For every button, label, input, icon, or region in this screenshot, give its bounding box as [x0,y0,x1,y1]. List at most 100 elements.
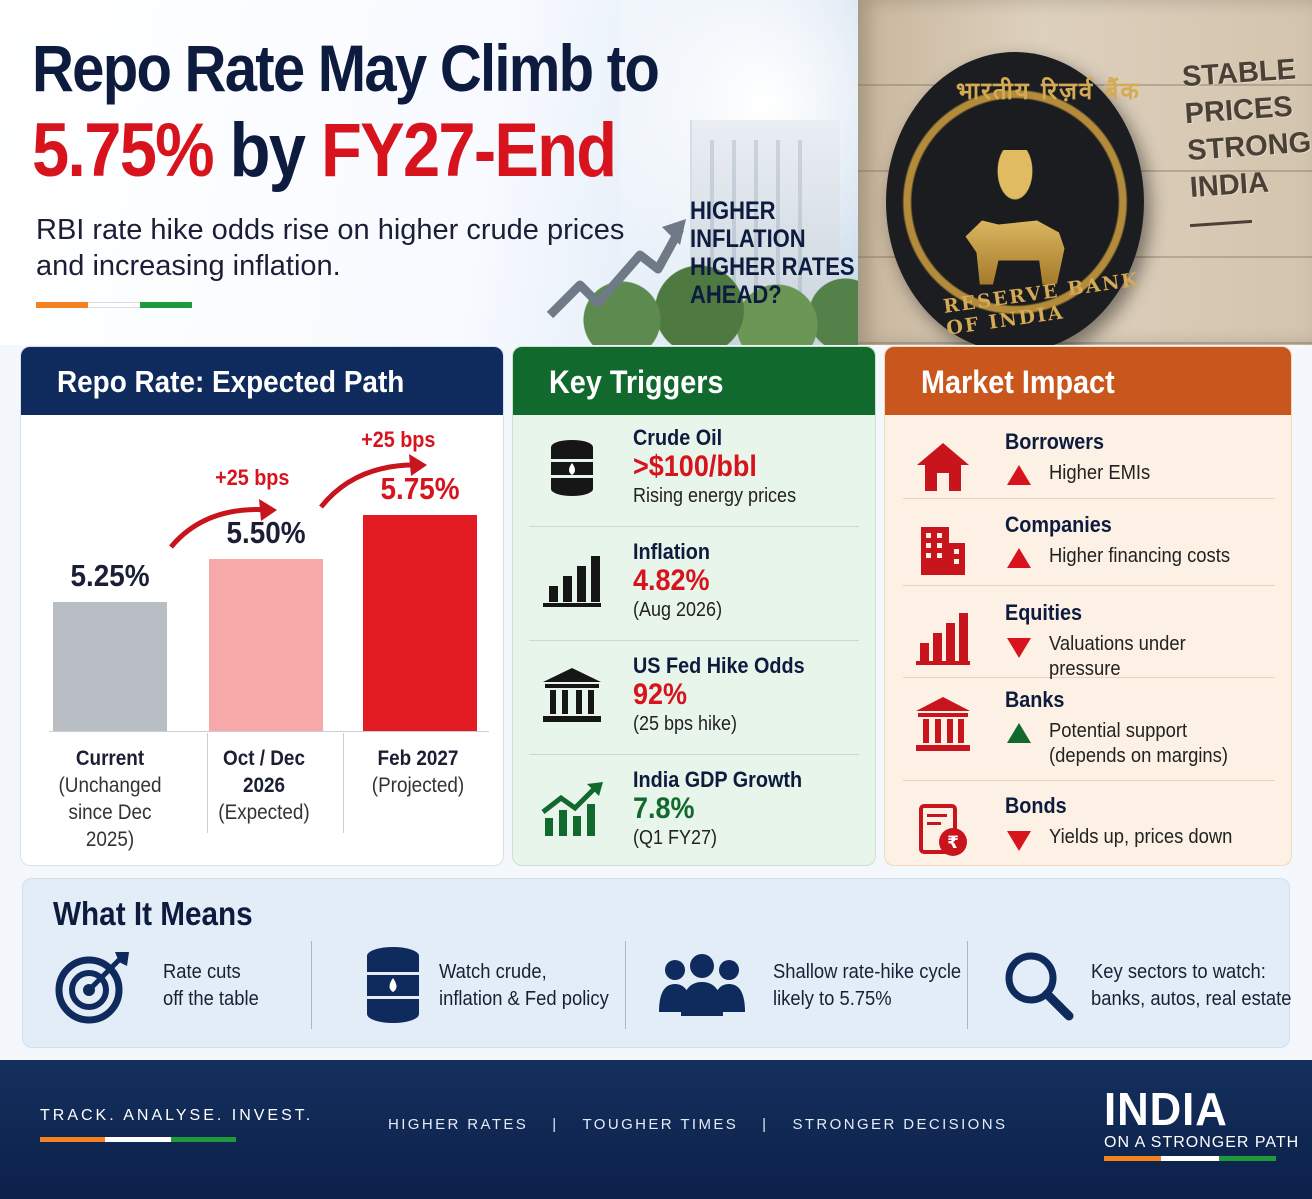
meaning-text: Shallow rate-hike cycle [773,961,962,983]
office-building-icon [913,520,973,580]
impact-name: Bonds [1005,793,1067,818]
headline-line-1: Repo Rate May Climb to [32,31,660,105]
bank-building-icon [541,665,603,727]
callout-line: HIGHER [690,197,776,225]
impact-name: Equities [1005,600,1083,625]
impact-desc: Valuations under pressure [1049,633,1186,680]
footer-slogan: TOUGHER TIMES [582,1116,739,1133]
hike-label: +25 bps [361,427,436,452]
oil-barrel-icon [541,437,603,499]
impact-item-banks: Banks Potential support (depends on marg… [903,685,1275,781]
triangle-up-icon [1007,723,1031,743]
magnifier-icon [999,941,1079,1031]
bar-chart-icon [913,608,973,668]
category-label: Oct / Dec [223,747,305,770]
category-divider [343,733,344,833]
meaning-divider [625,941,626,1029]
impact-item-equities: Equities Valuations under pressure [903,598,1275,680]
footer-separator: | [762,1116,769,1133]
meaning-item: Key sectors to watch: banks, autos, real… [999,941,1292,1031]
hike-arrow-head [259,499,277,521]
repo-panel-title: Repo Rate: Expected Path [57,364,405,399]
meaning-text: likely to 5.75% [773,988,892,1010]
trigger-value: 4.82% [633,564,710,597]
rupee-document-icon: ₹ [913,801,973,861]
trigger-name: US Fed Hike Odds [633,653,805,678]
trigger-name: Inflation [633,539,710,564]
hike-arrow-head [409,454,427,476]
footer-brand-sub: ON A STRONGER PATH [1104,1134,1300,1151]
seal-hindi-text: भारतीय रिज़र्व बैंक [956,76,1141,105]
bar-oct-dec-2026 [209,558,323,731]
footer-slogan: HIGHER RATES [388,1116,529,1133]
callout-line: HIGHER RATES [690,253,855,281]
what-it-means-title: What It Means [53,895,253,932]
impact-panel-title: Market Impact [921,364,1115,400]
meaning-divider [311,941,312,1029]
category-note: (Expected) [218,801,310,824]
impact-name: Borrowers [1005,429,1105,454]
meaning-text: off the table [163,988,259,1010]
key-triggers-panel: Key Triggers Crude Oil >$100/bbl Rising … [512,346,876,866]
hike-label: +25 bps [215,465,290,490]
triangle-up-icon [1007,465,1031,485]
impact-desc: Potential support (depends on margins) [1049,720,1228,767]
triangle-up-icon [1007,548,1031,568]
triangle-down-icon [1007,638,1031,658]
impact-name: Companies [1005,512,1112,537]
trigger-name: Crude Oil [633,425,723,450]
trigger-item-crude: Crude Oil >$100/bbl Rising energy prices [529,415,859,527]
headline-line-2: 5.75% by FY27-End [32,106,617,196]
meaning-item: Rate cuts off the table [53,941,323,1031]
callout-line: AHEAD? [690,281,782,309]
impact-item-bonds: ₹ Bonds Yields up, prices down [903,791,1275,865]
category-note: since Dec 2025) [68,801,152,851]
trigger-item-inflation: Inflation 4.82% (Aug 2026) [529,529,859,641]
trigger-value: 7.8% [633,792,695,825]
category-divider [207,733,208,833]
category-note: (Projected) [371,774,465,797]
what-it-means-section: What It Means Rate cuts off the table Wa… [22,878,1292,1048]
trend-arrow-icon [546,219,686,319]
headline-rate: 5.75% [32,108,215,193]
trigger-item-gdp: India GDP Growth 7.8% (Q1 FY27) [529,757,859,865]
hero-callout: HIGHER INFLATION HIGHER RATES AHEAD? [690,197,855,309]
headline-by: by [212,108,322,193]
meaning-text: Rate cuts [163,961,241,983]
category-feb-2027: Feb 2027 (Projected) [343,745,493,799]
footer-brand: INDIA [1104,1083,1228,1135]
house-icon [913,437,973,497]
meaning-text: Key sectors to watch: [1091,961,1266,983]
repo-path-panel: Repo Rate: Expected Path 5.25% 5.50% 5.7… [20,346,504,866]
oil-barrel-icon [353,941,433,1031]
repo-rate-chart: 5.25% 5.50% 5.75% +25 bps +25 bps Curren… [21,415,503,865]
category-current: Current (Unchanged since Dec 2025) [35,745,185,853]
footer-separator: | [552,1116,559,1133]
impact-item-companies: Companies Higher financing costs [903,510,1275,586]
rbi-seal-emblem: भारतीय रिज़र्व बैंक RESERVE BANK OF INDI… [886,52,1144,345]
target-icon [53,941,133,1031]
triggers-panel-header: Key Triggers [513,347,875,415]
trigger-value: >$100/bbl [633,450,757,483]
bar-chart-icon [541,551,603,613]
footer-brand-tricolor [1104,1156,1276,1161]
svg-text:₹: ₹ [947,833,959,853]
trigger-note: (25 bps hike) [633,713,738,735]
trigger-note: (Aug 2026) [633,599,723,621]
category-label: Feb 2027 [377,747,459,770]
footer-tagline: TRACK. ANALYSE. INVEST. [40,1107,314,1124]
growth-chart-icon [541,779,603,841]
headline-subtitle: RBI rate hike odds rise on higher crude … [36,214,625,282]
meaning-item: Watch crude, inflation & Fed policy [353,941,643,1031]
category-oct-dec: Oct / Dec 2026 (Expected) [189,745,339,826]
footer-bar: TRACK. ANALYSE. INVEST. HIGHER RATES | TOU… [0,1060,1312,1199]
tricolor-accent [36,302,192,308]
headline-fy: FY27-End [321,108,617,193]
meaning-text: banks, autos, real estate [1091,988,1292,1010]
impact-item-borrowers: Borrowers Higher EMIs [903,427,1275,499]
meaning-text: inflation & Fed policy [439,988,609,1010]
bank-building-icon [913,695,973,755]
impact-desc: Higher financing costs [1049,545,1231,567]
impact-name: Banks [1005,687,1065,712]
meaning-text: Watch crude, [439,961,547,983]
